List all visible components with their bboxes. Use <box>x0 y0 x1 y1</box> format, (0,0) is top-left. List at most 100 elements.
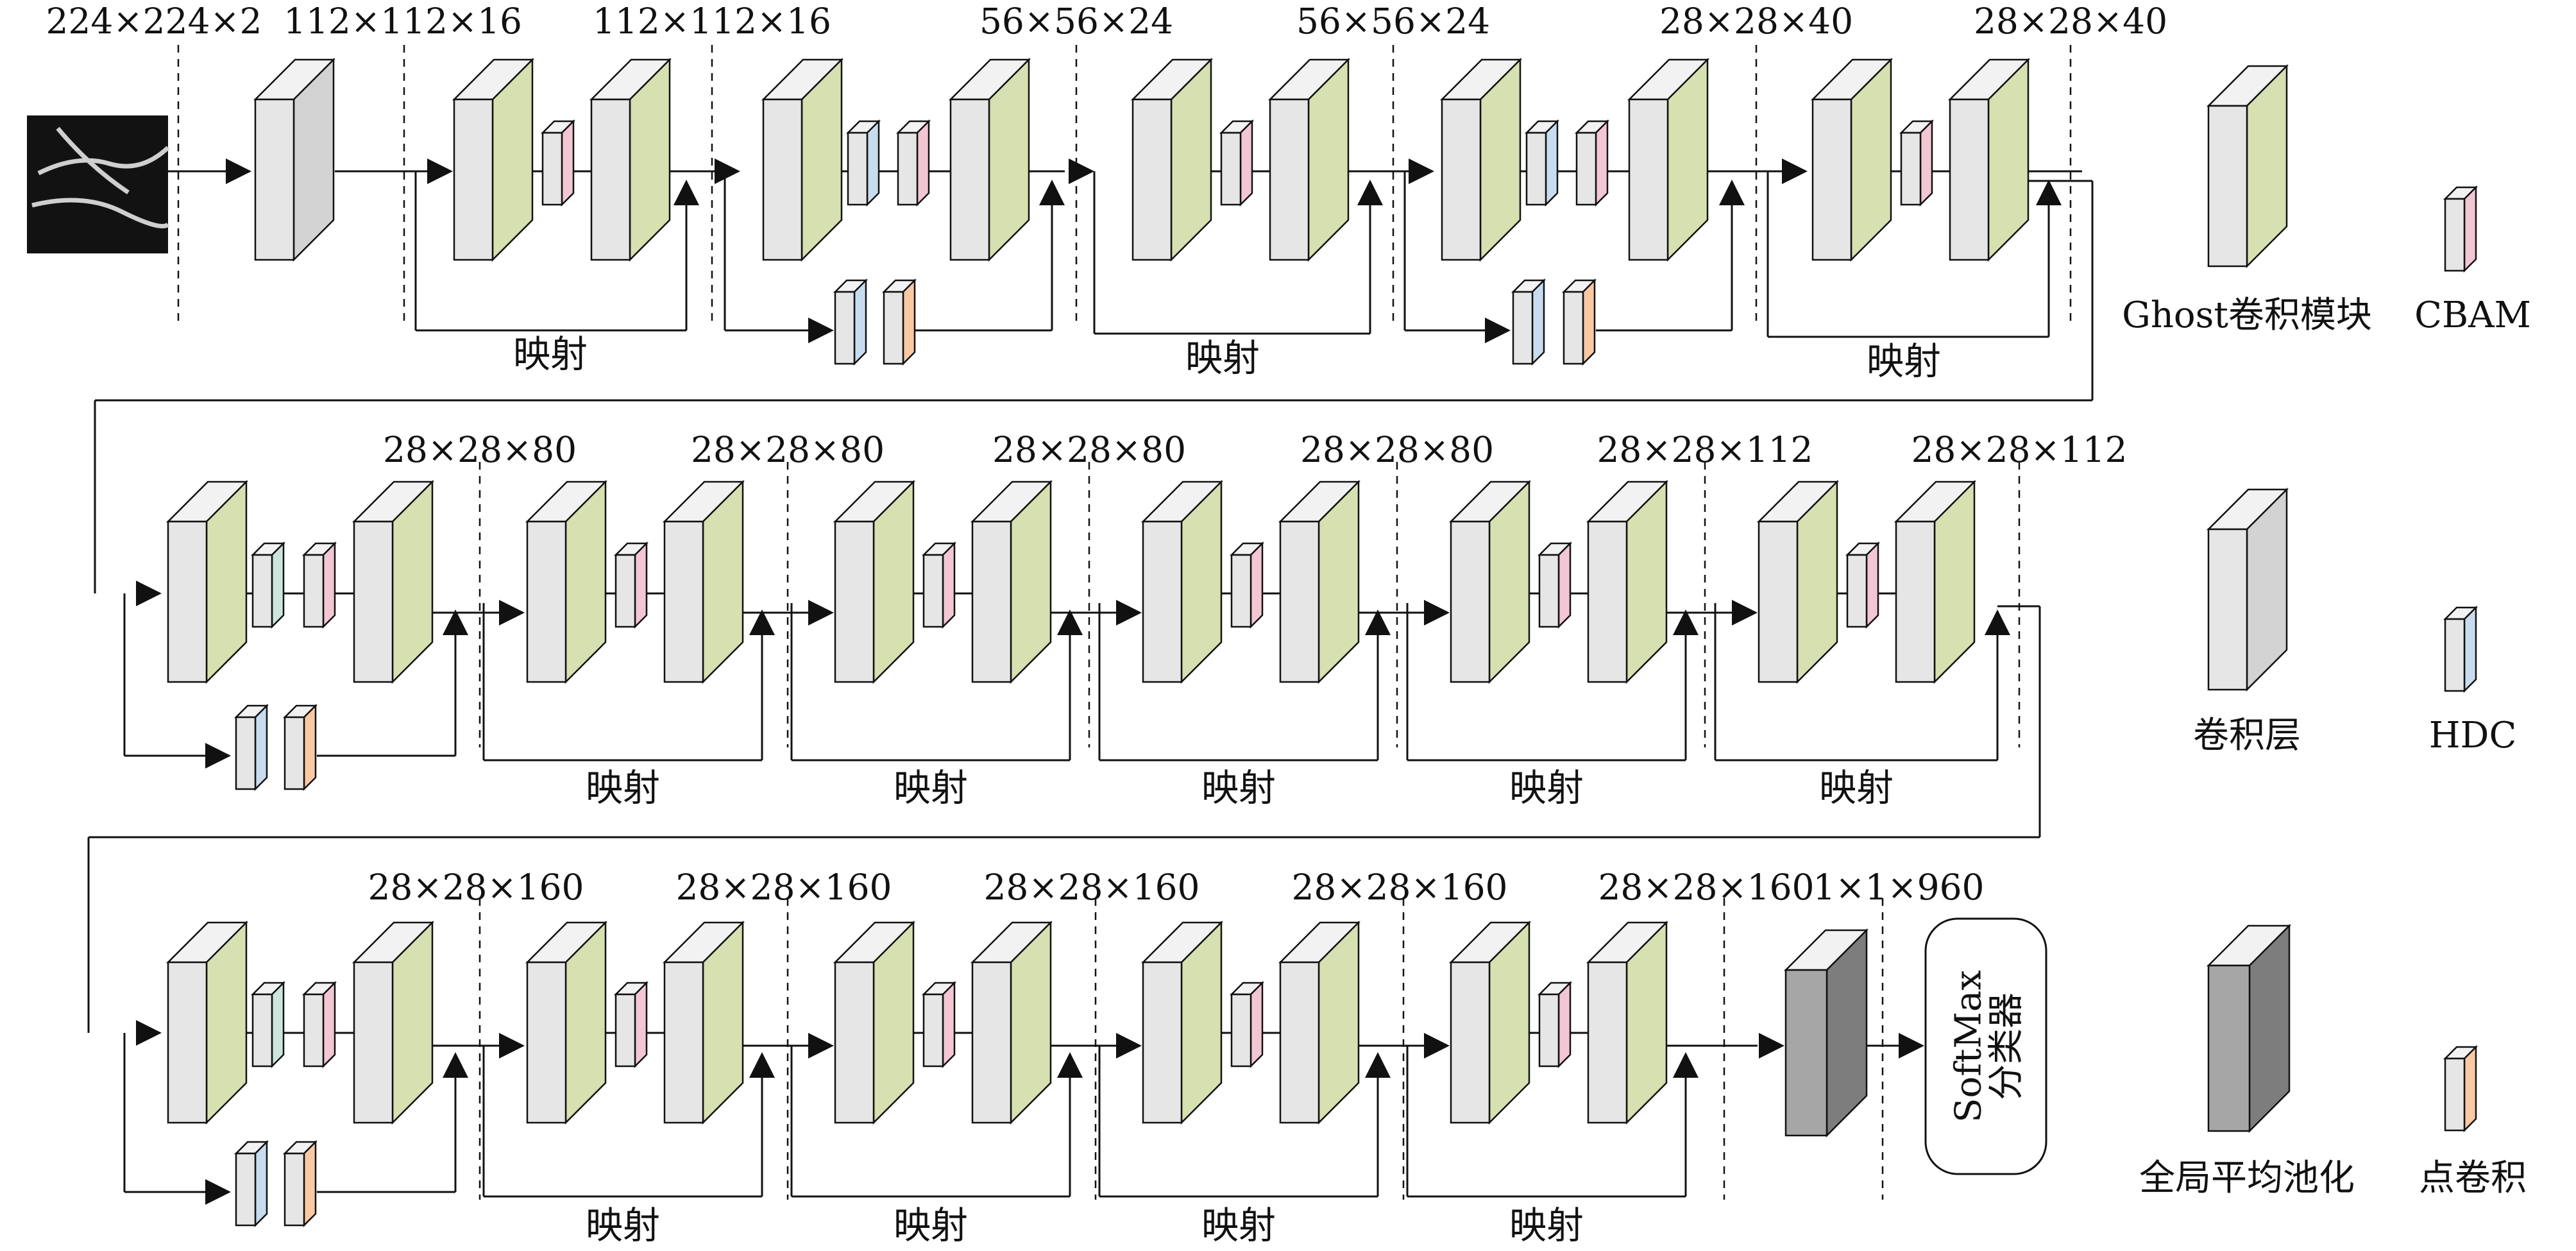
stage11-block-ghost-2 <box>1894 479 1977 685</box>
stage7-block-cbam <box>613 541 649 629</box>
stage4-block-ghost-2 <box>1627 57 1710 262</box>
dimension-label: 28×28×80 <box>1300 429 1494 470</box>
arrow-head <box>1899 1033 1924 1059</box>
stage1-block-ghost-2 <box>589 57 672 262</box>
classifier-line1: SoftMax <box>1948 970 1990 1123</box>
dimension-label: 28×28×160 <box>1291 867 1507 908</box>
stage11-block-cbam <box>1845 541 1881 629</box>
shortcut-label: 映射 <box>1819 766 1894 810</box>
labels: 224×224×2 112×112×16 112×112×16 56×56×24 56×… <box>46 1 2530 1247</box>
stage6-block-hdc <box>250 541 286 629</box>
input-image <box>27 115 170 253</box>
legend-ghost-swatch <box>2206 64 2289 269</box>
arrow-head <box>808 318 834 343</box>
dimension-label: 28×28×40 <box>1974 1 2167 42</box>
dimension-label: 1×1×960 <box>1813 867 1984 908</box>
softmax-classifier <box>1924 917 2047 1175</box>
stage3-block-ghost-1 <box>1130 57 1214 262</box>
arrow-head <box>1424 600 1450 626</box>
stage15-block-ghost-1 <box>1140 920 1224 1125</box>
arrow-head <box>1409 158 1434 184</box>
stage5-block-ghost-1 <box>1810 57 1894 262</box>
arrow-head <box>1424 1033 1450 1059</box>
arrow-head <box>749 609 775 635</box>
legend-pointwise-label: 点卷积 <box>2419 1157 2527 1199</box>
stage3-block-cbam <box>1219 119 1255 207</box>
stage7-block-ghost-1 <box>525 479 608 685</box>
stage5-block-ghost-2 <box>1947 57 2031 262</box>
shortcut-hdc <box>233 703 269 792</box>
arrow-head <box>808 1033 834 1059</box>
stage7-block-ghost-2 <box>662 479 745 685</box>
arrow-head <box>443 1052 468 1078</box>
dimension-label: 112×112×16 <box>593 1 831 42</box>
shortcut-label: 映射 <box>513 332 588 376</box>
arrow-head <box>674 180 699 205</box>
arrow-head <box>1069 158 1094 184</box>
stage4-block-hdc <box>1524 119 1560 207</box>
layer-blocks <box>27 57 2479 1228</box>
shortcut-label: 映射 <box>1185 336 1260 380</box>
legend-conv-label: 卷积层 <box>2193 715 2301 756</box>
arrow-head <box>1357 180 1383 205</box>
stage13-block-ghost-1 <box>525 920 608 1125</box>
stage16-block-ghost-2 <box>1586 920 1669 1125</box>
dimension-label: 224×224×2 <box>46 1 262 42</box>
legend-conv-swatch <box>2206 487 2289 692</box>
stage14-block-cbam <box>921 980 957 1069</box>
arrow-head <box>1039 180 1065 205</box>
arrow-head <box>205 743 231 769</box>
shortcut-label: 映射 <box>586 1204 660 1247</box>
arrow-head <box>1116 1033 1142 1059</box>
dimension-label: 28×28×80 <box>992 429 1186 470</box>
stage10-block-ghost-1 <box>1448 479 1532 685</box>
arrow-head <box>808 600 834 626</box>
stage4-block-ghost-1 <box>1439 57 1523 262</box>
stage3-block-ghost-2 <box>1267 57 1351 262</box>
shortcut-pointwise-conv <box>881 278 917 366</box>
conv-layer-block <box>253 57 336 262</box>
dimension-label: 28×28×80 <box>691 429 885 470</box>
dimension-label: 56×56×24 <box>979 1 1173 42</box>
shortcut-hdc <box>233 1139 269 1228</box>
dimension-label: 56×56×24 <box>1296 1 1490 42</box>
stage9-block-cbam <box>1229 541 1265 629</box>
classifier-label: SoftMax分类器 <box>1948 970 2028 1123</box>
stage8-block-ghost-2 <box>970 479 1053 685</box>
arrow-head <box>136 581 162 606</box>
legend-gap-label: 全局平均池化 <box>2139 1157 2355 1199</box>
legend-hdc-label: HDC <box>2429 715 2517 756</box>
shortcut-label: 映射 <box>894 1204 968 1247</box>
stage12-block-cbam <box>301 980 337 1069</box>
arrow-head <box>1759 1033 1784 1059</box>
dimension-label: 28×28×160 <box>675 867 892 908</box>
stage14-block-ghost-1 <box>833 920 916 1125</box>
stage11-block-ghost-1 <box>1756 479 1840 685</box>
shortcut-pointwise-conv <box>282 1139 318 1228</box>
stage9-block-ghost-1 <box>1140 479 1224 685</box>
dimension-label: 28×28×40 <box>1659 1 1853 42</box>
stage6-block-ghost-2 <box>352 479 435 685</box>
stage13-block-ghost-2 <box>662 920 745 1125</box>
arrow-head <box>1732 600 1758 626</box>
arrow-head <box>1057 609 1083 635</box>
stage9-block-ghost-2 <box>1278 479 1361 685</box>
classifier-line2: 分类器 <box>1985 992 2027 1100</box>
arrow-head <box>1673 609 1699 635</box>
stage8-block-cbam <box>921 541 957 629</box>
arrow-head <box>1485 318 1511 343</box>
shortcut-label: 映射 <box>1867 339 1941 383</box>
arrow-head <box>205 1179 231 1205</box>
stage13-block-cbam <box>613 980 649 1069</box>
arrow-head <box>2036 180 2062 205</box>
arrow-head <box>499 1033 525 1059</box>
shortcut-label: 映射 <box>894 766 968 810</box>
arrow-head <box>1365 609 1391 635</box>
stage4-block-cbam <box>1574 119 1610 207</box>
dimension-label: 28×28×160 <box>368 867 584 908</box>
stage1-block-cbam <box>540 119 576 207</box>
stage12-block-ghost-1 <box>165 920 249 1125</box>
stage8-block-ghost-1 <box>833 479 916 685</box>
legend-pointwise-swatch <box>2443 1044 2479 1133</box>
